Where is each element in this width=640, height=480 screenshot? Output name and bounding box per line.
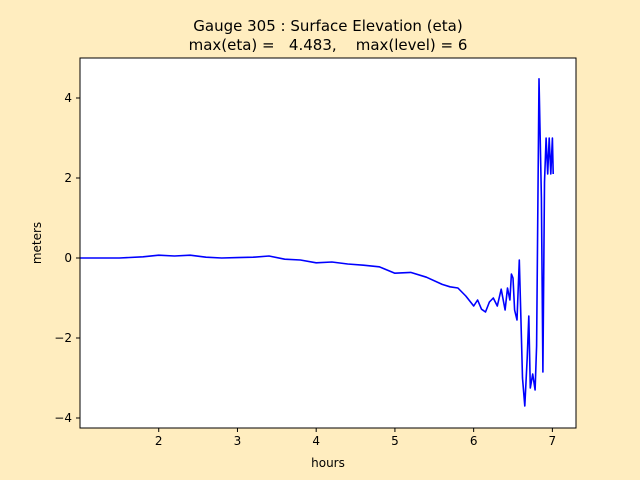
x-tick-label: 3 — [234, 434, 242, 448]
x-tick-label: 5 — [391, 434, 399, 448]
y-axis-label: meters — [30, 222, 44, 264]
plot-frame — [79, 57, 577, 429]
x-tick-label: 6 — [470, 434, 478, 448]
x-tick-label: 2 — [155, 434, 163, 448]
chart-title-line1: Gauge 305 : Surface Elevation (eta) — [193, 17, 462, 35]
plot-area — [80, 58, 576, 428]
y-tick-label: −2 — [54, 331, 72, 345]
series-group — [80, 78, 554, 407]
y-tick-label: 0 — [64, 251, 72, 265]
y-tick-label: −4 — [54, 411, 72, 425]
x-tick-label: 4 — [312, 434, 320, 448]
y-tick-label: 2 — [64, 171, 72, 185]
x-axis: 2 3 4 5 6 7 — [155, 428, 556, 448]
series-line-eta — [80, 78, 554, 407]
x-tick-label: 7 — [549, 434, 557, 448]
chart-title-line2: max(eta) = 4.483, max(level) = 6 — [189, 36, 468, 54]
y-tick-label: 4 — [64, 91, 72, 105]
y-axis: −4 −2 0 2 4 — [54, 91, 80, 425]
x-axis-label: hours — [311, 456, 345, 470]
